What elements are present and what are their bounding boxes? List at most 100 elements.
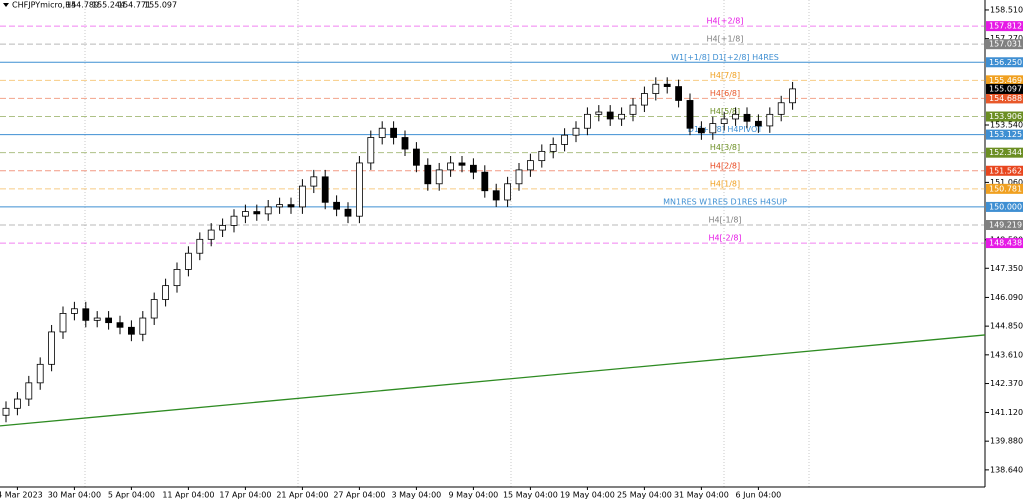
candle-body	[139, 317, 147, 335]
candle-body	[184, 252, 192, 270]
candle-body	[71, 308, 78, 314]
level-price-box	[986, 220, 1023, 231]
candle-body	[606, 111, 614, 120]
level-price-box	[986, 129, 1023, 140]
level-price-box	[986, 93, 1023, 104]
y-tick-label: 147.350	[990, 264, 1023, 273]
candle-body	[469, 164, 477, 173]
candle-body	[618, 113, 625, 120]
candle-body	[561, 134, 568, 145]
level-name: H4[-2/8]	[708, 234, 741, 243]
y-tick-label: 157.270	[990, 34, 1023, 43]
candle-body	[390, 127, 398, 138]
candle-body	[219, 225, 227, 231]
candle-body	[105, 317, 112, 324]
candle-body	[595, 111, 603, 115]
level-price: 152.344	[989, 148, 1022, 157]
header-close: 155.097	[144, 1, 177, 10]
candle-body	[424, 164, 432, 185]
x-tick-label: 6 Jun 04:00	[736, 491, 782, 500]
level-price: 156.250	[989, 58, 1022, 67]
level-price: 149.219	[989, 221, 1022, 230]
level-price: 153.906	[989, 112, 1022, 121]
level-name: W1[+1/8] D1[+2/8] H4RES	[671, 53, 779, 62]
level-price-box	[986, 57, 1023, 68]
candle-body	[720, 118, 728, 125]
candle-body	[777, 102, 785, 115]
candle-body	[412, 148, 420, 166]
candle-body	[481, 171, 489, 192]
candle-body	[709, 123, 717, 134]
candle-body	[743, 113, 751, 122]
candle-body	[13, 398, 21, 409]
level-price-box	[986, 75, 1023, 86]
y-tick-label: 141.120	[990, 408, 1023, 417]
level-price-box	[986, 111, 1023, 122]
level-price: 148.438	[989, 239, 1022, 248]
level-name: H4[-1/8]	[708, 216, 741, 225]
level-price: 155.469	[989, 76, 1022, 85]
x-tick-label: 24 Mar 2023	[0, 491, 43, 500]
candle-body	[755, 120, 762, 127]
candle-body	[162, 285, 170, 300]
symbol: CHFJPYmicro,H4	[12, 1, 76, 10]
candle-body	[196, 238, 204, 254]
candle-body	[25, 382, 33, 400]
y-tick-label: 138.640	[990, 465, 1023, 474]
level-price: 151.562	[989, 166, 1022, 175]
candle-body	[333, 201, 341, 210]
candle-body	[675, 86, 682, 101]
candle-body	[298, 185, 306, 208]
x-tick-label: 3 May 04:00	[392, 491, 442, 500]
candle-body	[253, 211, 261, 215]
level-price: 150.781	[989, 184, 1022, 193]
x-tick-label: 15 May 04:00	[503, 491, 558, 500]
candle-body	[367, 137, 375, 164]
dropdown-icon[interactable]	[3, 3, 9, 7]
y-tick-label: 142.370	[990, 379, 1023, 388]
level-name: H4[+2/8]	[707, 17, 744, 26]
candle-body	[241, 211, 249, 217]
candle-body	[641, 93, 648, 106]
candle-body	[732, 113, 739, 120]
candle-body	[401, 137, 409, 150]
candle-body	[766, 113, 774, 127]
x-tick-label: 31 May 04:00	[674, 491, 729, 500]
level-price-box	[986, 147, 1023, 158]
x-tick-label: 5 Apr 04:00	[108, 491, 155, 500]
y-tick-label: 153.540	[990, 120, 1023, 129]
level-name: H4[1/8]	[710, 179, 740, 188]
x-tick-label: 9 May 04:00	[449, 491, 499, 500]
level-name: H4[3/8]	[710, 143, 740, 152]
candle-body	[287, 204, 295, 208]
level-name: H4[5/8]	[710, 107, 740, 116]
level-price: 154.688	[989, 94, 1022, 103]
header-high: 155.244	[92, 1, 125, 10]
candle-body	[173, 269, 181, 287]
candle-body	[378, 127, 386, 138]
candle-body	[504, 183, 512, 201]
y-tick-label: 151.060	[990, 178, 1023, 187]
candle-body	[538, 150, 546, 162]
x-tick-label: 25 May 04:00	[617, 491, 672, 500]
candle-body	[127, 326, 135, 335]
level-name: H4[7/8]	[710, 71, 740, 80]
level-price: 153.125	[989, 130, 1022, 139]
candle-body	[447, 162, 455, 171]
candle-body	[686, 100, 694, 129]
x-tick-label: 19 May 04:00	[560, 491, 615, 500]
y-tick-label: 143.610	[990, 350, 1023, 359]
level-price-box	[986, 238, 1023, 249]
v-grid	[84, 0, 810, 487]
candle-body	[698, 127, 705, 134]
y-tick-label: 146.090	[990, 293, 1023, 302]
level-name: H4[2/8]	[710, 161, 740, 170]
trend-line	[0, 334, 986, 427]
candle-body	[48, 331, 55, 365]
candle-body	[321, 176, 329, 203]
x-tick-label: 30 Mar 04:00	[48, 491, 101, 500]
x-tick-label: 27 Apr 04:00	[333, 491, 385, 500]
x-tick-label: 11 Apr 04:00	[162, 491, 214, 500]
